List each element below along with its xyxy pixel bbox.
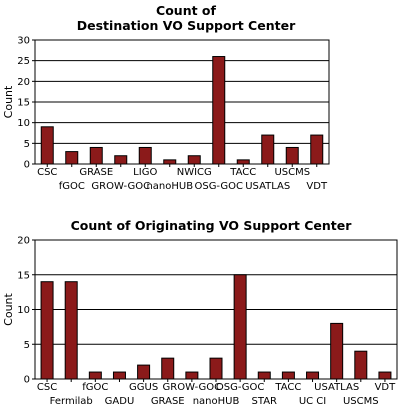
x-tick-label: VDT	[375, 382, 397, 393]
x-tick-label: CSC	[37, 167, 57, 178]
bar-fgoc	[88, 371, 102, 380]
x-tick-label: GROW-GOC	[163, 382, 222, 393]
x-tick-label: USATLAS	[314, 382, 359, 393]
destination-chart-panel: Count of Destination VO Support Center 0 5 1…	[0, 0, 407, 200]
bar-uscms	[354, 350, 368, 380]
x-tick-label: USCMS	[343, 396, 379, 407]
x-tick-label: GRASE	[79, 167, 113, 178]
x-tick-label: CSC	[37, 382, 57, 393]
bar-osg-goc	[233, 274, 247, 380]
x-tick-label: nanoHUB	[193, 396, 240, 407]
bar-uscms	[285, 146, 299, 165]
originating-chart-panel: Count of Originating VO Support Center 0 5…	[0, 205, 407, 413]
y-tick-label: 25	[17, 56, 30, 67]
x-tick-label: STAR	[252, 396, 278, 407]
bar-usatlas	[261, 134, 275, 165]
y-axis-label: Count	[2, 85, 15, 118]
bar-usatlas	[330, 322, 344, 380]
y-tick-label: 15	[17, 98, 30, 109]
bar-vdt	[378, 371, 392, 380]
bar-osg-goc	[212, 56, 226, 165]
y-tick-label: 20	[17, 77, 30, 88]
chart-title: Count of	[156, 3, 216, 18]
bar-tacc	[236, 159, 250, 165]
bar-csc	[40, 126, 54, 165]
x-tick-label: GGUS	[129, 382, 158, 393]
bar-star	[257, 371, 271, 380]
bar-nanohub	[209, 357, 223, 380]
bar-vdt	[310, 134, 324, 165]
bar-tacc	[281, 371, 295, 380]
y-tick-label: 10	[17, 118, 30, 129]
x-tick-label: NWICG	[177, 167, 212, 178]
x-tick-label: fGOC	[82, 382, 108, 393]
chart-title: Count of Originating VO Support Center	[71, 218, 353, 233]
bar-grow-goc	[114, 155, 128, 165]
plot-border	[34, 39, 330, 165]
bar-grase	[161, 357, 175, 380]
bar-gadu	[112, 371, 126, 380]
bar-grow-goc	[185, 371, 199, 380]
x-tick-label: Fermilab	[50, 396, 93, 407]
y-tick-label: 5	[24, 139, 30, 150]
bar-fgoc	[65, 151, 79, 165]
y-tick-label: 5	[24, 340, 30, 351]
y-axis-label: Count	[2, 292, 15, 325]
x-tick-label: VDT	[306, 181, 328, 192]
y-tick-label: 10	[17, 305, 30, 316]
x-tick-label: UC CI	[299, 396, 326, 407]
x-tick-label: GRASE	[151, 396, 185, 407]
x-tick-label: OSG-GOC	[216, 382, 265, 393]
bar-fermilab	[64, 281, 78, 380]
originating-chart: Count of Originating VO Support Center 0 5…	[2, 218, 398, 407]
bar-grase	[89, 146, 103, 165]
x-tick-label: USCMS	[274, 167, 310, 178]
y-tick-label: 0	[24, 160, 30, 171]
bar-csc	[40, 281, 54, 380]
y-tick-label: 0	[24, 375, 30, 386]
chart-title: Destination VO Support Center	[77, 18, 296, 33]
bar-nanohub	[163, 159, 177, 165]
x-tick-label: USATLAS	[245, 181, 290, 192]
x-tick-label: OSG-GOC	[194, 181, 243, 192]
x-tick-label: fGOC	[59, 181, 85, 192]
x-tick-label: nanoHUB	[146, 181, 193, 192]
bar-nwicg	[187, 155, 201, 165]
bar-ggus	[137, 364, 151, 380]
bar-ligo	[138, 146, 152, 165]
y-tick-label: 15	[17, 270, 30, 281]
x-tick-label: GADU	[105, 396, 135, 407]
y-tick-label: 30	[17, 36, 30, 47]
x-tick-label: GROW-GOC	[91, 181, 150, 192]
x-tick-label: TACC	[274, 382, 301, 393]
x-tick-label: TACC	[229, 167, 256, 178]
bar-uc-ci	[306, 371, 320, 380]
x-tick-label: LIGO	[133, 167, 157, 178]
y-tick-label: 20	[17, 236, 30, 247]
